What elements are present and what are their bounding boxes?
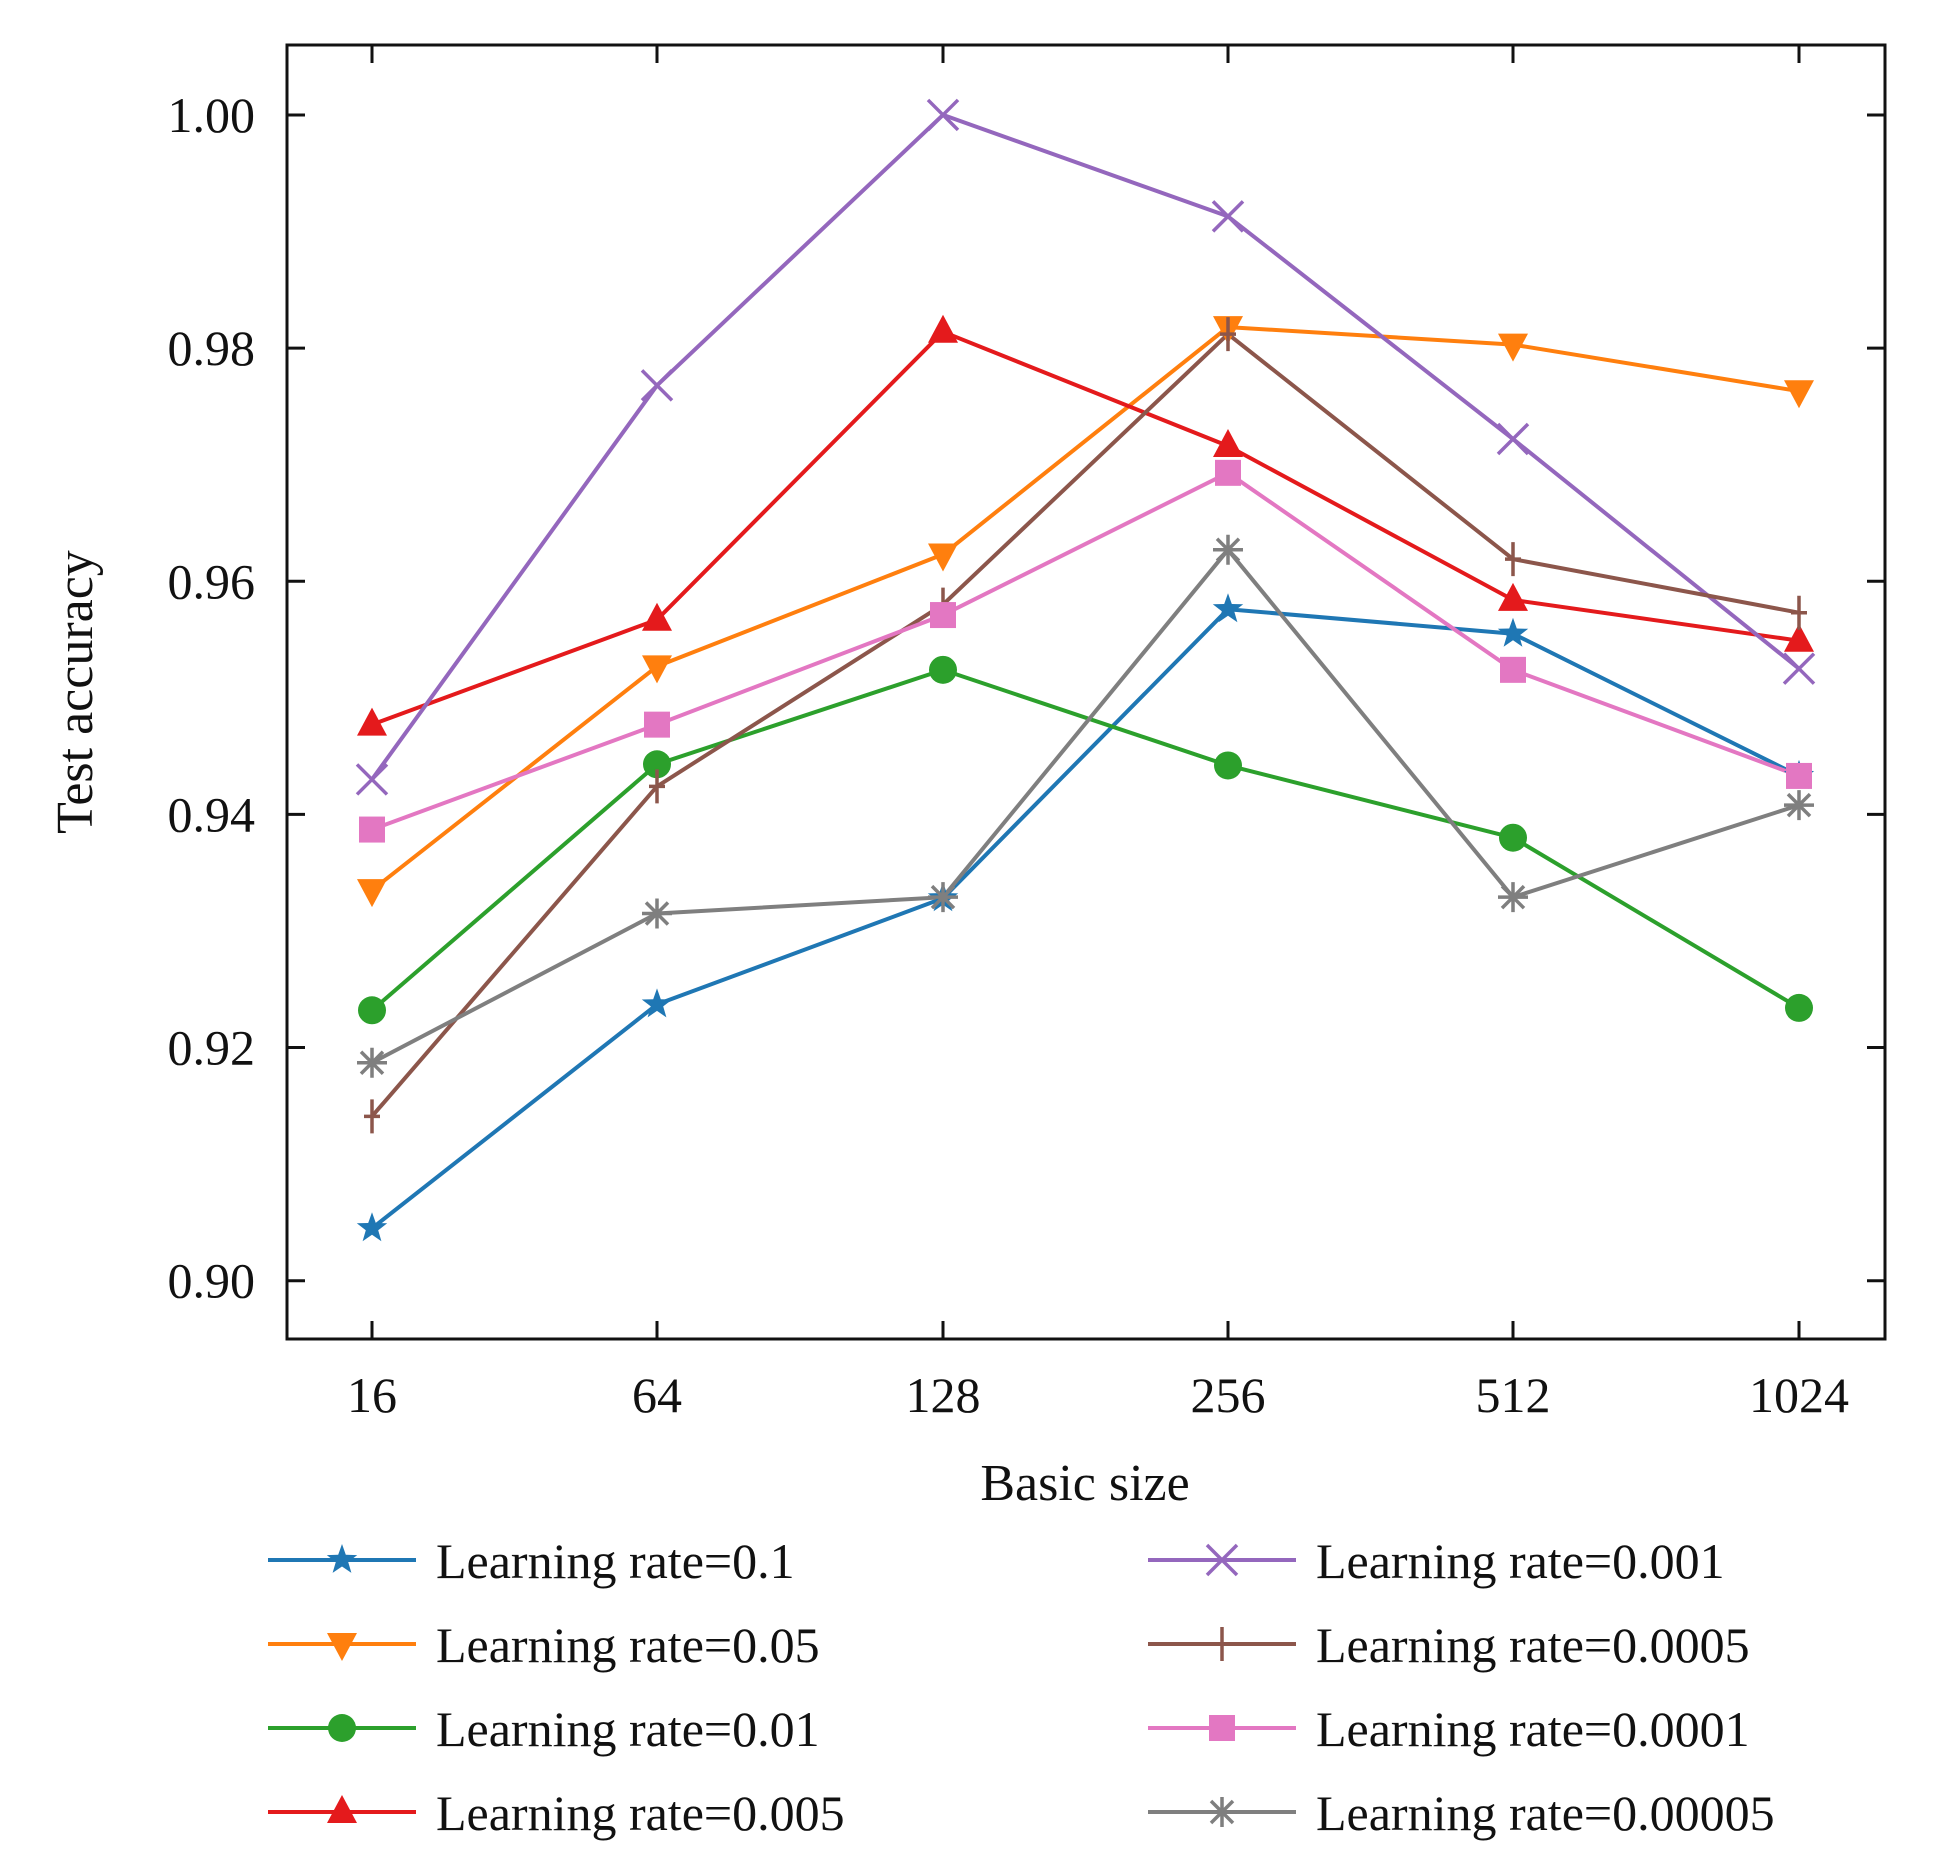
series-line-6: [370, 332, 1800, 1118]
data-point-s3-64: [643, 750, 671, 779]
data-point-s1-16: [356, 1212, 388, 1242]
data-point-s1-64: [641, 988, 673, 1018]
legend-label: Learning rate=0.005: [436, 1785, 845, 1841]
data-point-s5-256: [1211, 200, 1245, 233]
legend-item-8: Learning rate=0.00005: [1148, 1785, 1775, 1841]
data-point-s1-512: [1497, 617, 1529, 647]
series-line-4: [371, 329, 1800, 727]
data-point-s2-128: [928, 543, 958, 572]
data-point-s5-128: [926, 98, 960, 132]
data-point-s8-256: [1213, 534, 1243, 565]
y-axis: 0.90 0.92 0.94 0.96 0.98 1.00: [168, 87, 1885, 1309]
plot-frame: [285, 43, 1887, 1341]
legend: Learning rate=0.1 Learning rate=0.05 Learn…: [268, 1533, 1775, 1841]
data-point-s6-256: [1220, 317, 1236, 352]
data-point-s2-64: [642, 655, 672, 684]
legend-label: Learning rate=0.1: [436, 1533, 795, 1589]
x-tick-label: 64: [632, 1367, 682, 1423]
series-line-2: [370, 325, 1800, 892]
data-point-s8-128: [928, 882, 958, 913]
data-point-s7-512: [1500, 656, 1526, 683]
y-axis-label: Test accuracy: [47, 550, 104, 834]
legend-swatch-marker: [327, 1795, 357, 1823]
legend-item-3: Learning rate=0.01: [268, 1701, 820, 1757]
data-point-s1-256: [1212, 593, 1244, 623]
legend-label: Learning rate=0.0005: [1316, 1617, 1750, 1673]
data-point-s3-256: [1214, 751, 1242, 780]
series-line-8: [371, 547, 1800, 1065]
data-point-s8-512: [1498, 882, 1528, 913]
data-point-s4-1024: [1784, 623, 1814, 652]
legend-swatch-marker: [1205, 1543, 1239, 1577]
legend-swatch-marker: [1214, 1627, 1230, 1661]
series-markers: [355, 98, 1816, 1242]
data-point-s2-16: [357, 879, 387, 908]
legend-label: Learning rate=0.001: [1316, 1533, 1725, 1589]
data-point-s3-1024: [1785, 993, 1813, 1022]
data-point-s3-512: [1499, 823, 1527, 852]
y-tick-label: 0.94: [168, 786, 256, 842]
x-tick-label: 1024: [1749, 1367, 1849, 1423]
x-tick-label: 16: [347, 1367, 397, 1423]
data-point-s5-512: [1496, 422, 1530, 456]
x-axis: 16 64 128 256 512 1024: [347, 45, 1849, 1423]
legend-swatch-marker: [326, 1544, 358, 1573]
legend-item-7: Learning rate=0.0001: [1148, 1701, 1750, 1757]
series-line-7: [371, 470, 1800, 832]
data-point-s5-64: [640, 369, 674, 402]
legend-label: Learning rate=0.00005: [1316, 1785, 1775, 1841]
data-point-s7-64: [644, 711, 670, 738]
legend-swatch-marker: [1209, 1715, 1235, 1741]
data-point-s2-512: [1498, 333, 1528, 362]
data-point-s2-1024: [1784, 380, 1814, 409]
data-point-s4-16: [357, 707, 387, 736]
data-point-s4-512: [1498, 582, 1528, 611]
data-point-s4-128: [928, 314, 958, 343]
data-point-s3-16: [358, 996, 386, 1025]
data-point-s5-1024: [1782, 652, 1816, 685]
legend-swatch-marker: [328, 1714, 356, 1742]
data-point-s8-1024: [1784, 790, 1814, 821]
series-line-3: [370, 667, 1801, 1012]
data-point-s8-64: [642, 898, 672, 929]
legend-swatch-marker: [1207, 1797, 1237, 1827]
legend-label: Learning rate=0.01: [436, 1701, 820, 1757]
data-point-s6-1024: [1791, 595, 1807, 630]
data-point-s6-64: [649, 769, 665, 804]
series-line-1: [370, 607, 1800, 1230]
legend-item-5: Learning rate=0.001: [1148, 1533, 1725, 1589]
data-point-s7-1024: [1786, 762, 1812, 789]
legend-item-4: Learning rate=0.005: [268, 1785, 845, 1841]
data-point-s6-512: [1505, 542, 1521, 577]
series-line-5: [370, 112, 1801, 781]
data-point-s8-16: [357, 1047, 387, 1078]
data-point-s7-128: [930, 602, 956, 629]
x-tick-label: 256: [1191, 1367, 1266, 1423]
series-lines: [370, 112, 1801, 1230]
legend-label: Learning rate=0.0001: [1316, 1701, 1750, 1757]
x-tick-label: 128: [906, 1367, 981, 1423]
data-point-s7-16: [359, 816, 385, 843]
x-axis-label: Basic size: [980, 1455, 1189, 1512]
y-tick-label: 0.98: [168, 320, 256, 376]
legend-item-1: Learning rate=0.1: [268, 1533, 795, 1589]
legend-item-2: Learning rate=0.05: [268, 1617, 820, 1673]
data-point-s5-16: [355, 763, 389, 796]
y-tick-label: 0.90: [168, 1253, 256, 1309]
data-point-s4-64: [642, 602, 672, 631]
data-point-s3-128: [929, 655, 957, 684]
y-tick-label: 0.96: [168, 553, 256, 609]
data-point-s4-256: [1213, 429, 1243, 458]
y-tick-label: 1.00: [168, 87, 256, 143]
y-tick-label: 0.92: [168, 1020, 256, 1076]
legend-label: Learning rate=0.05: [436, 1617, 820, 1673]
x-tick-label: 512: [1476, 1367, 1551, 1423]
data-point-s7-256: [1215, 459, 1241, 486]
data-point-s6-16: [364, 1099, 380, 1134]
legend-item-6: Learning rate=0.0005: [1148, 1617, 1750, 1673]
legend-swatch-marker: [327, 1633, 357, 1661]
